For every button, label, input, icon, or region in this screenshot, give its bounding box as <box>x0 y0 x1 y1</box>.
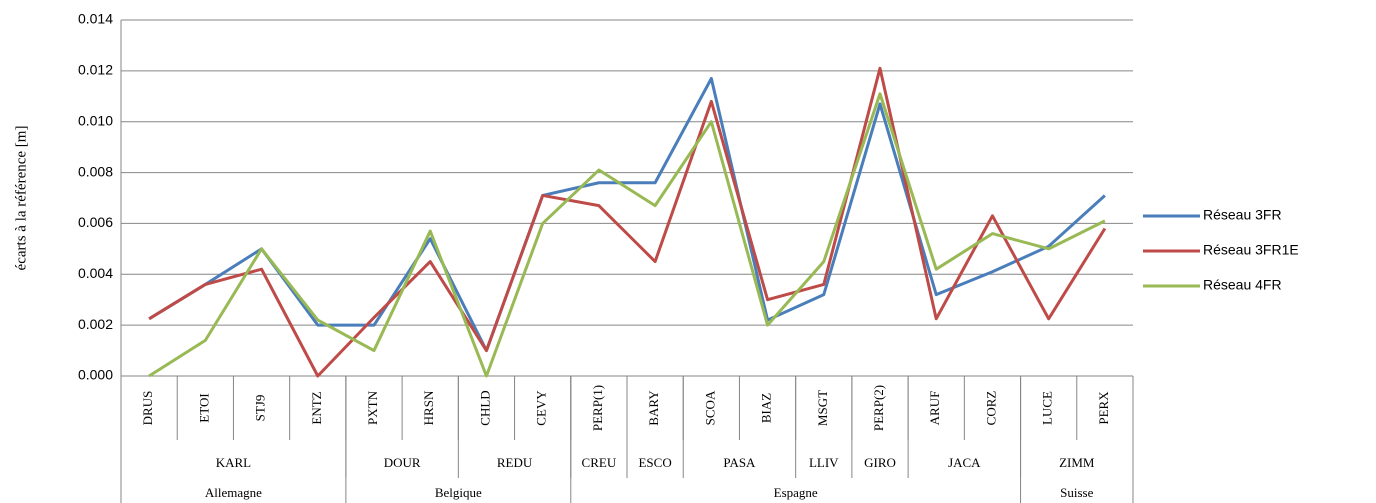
x-tick-label: PERX <box>1096 391 1111 425</box>
x-tick-label: PERP(2) <box>871 385 886 431</box>
x-tick-label: BIAZ <box>759 393 774 423</box>
x-tick-label: DRUS <box>140 391 155 426</box>
legend-label: Réseau 4FR <box>1203 277 1282 293</box>
y-tick-label: 0.004 <box>78 265 113 281</box>
series-line <box>148 76 1106 353</box>
x-tick-label: HRSN <box>421 390 436 425</box>
x-tick-label: PXTN <box>365 390 380 425</box>
country-label: Espagne <box>774 485 818 500</box>
y-tick-label: 0.012 <box>78 62 113 78</box>
country-label: Belgique <box>435 485 482 500</box>
y-tick-label: 0.010 <box>78 112 113 128</box>
x-tick-label: STJ9 <box>253 395 268 422</box>
x-tick-label: ARUF <box>927 391 942 426</box>
y-tick-label: 0.006 <box>78 214 113 230</box>
legend-label: Réseau 3FR1E <box>1203 242 1299 258</box>
series-line <box>148 66 1107 378</box>
group-label: KARL <box>216 455 251 470</box>
group-label: LLIV <box>809 455 839 470</box>
x-tick-label: MSGT <box>815 390 830 426</box>
y-axis-label: écarts à la référence [m] <box>13 126 29 271</box>
series-line <box>148 92 1106 378</box>
x-tick-label: LUCE <box>1040 391 1055 425</box>
x-tick-label: PERP(1) <box>590 385 605 431</box>
x-tick-label: ETOI <box>196 393 211 422</box>
y-tick-label: 0.008 <box>78 163 113 179</box>
group-label: PASA <box>723 455 756 470</box>
country-label: Suisse <box>1060 485 1093 500</box>
y-tick-label: 0.000 <box>78 367 113 383</box>
x-tick-label: CEVY <box>534 390 549 426</box>
group-label: ESCO <box>638 455 671 470</box>
x-tick-label: CORZ <box>983 391 998 426</box>
country-label: Allemagne <box>205 485 262 500</box>
group-label: REDU <box>497 455 533 470</box>
group-label: ZIMM <box>1059 455 1095 470</box>
group-label: CREU <box>582 455 617 470</box>
x-tick-label: SCOA <box>702 390 717 425</box>
group-label: GIRO <box>864 455 896 470</box>
group-label: JACA <box>948 455 981 470</box>
group-label: DOUR <box>384 455 421 470</box>
y-tick-label: 0.014 <box>78 11 113 27</box>
x-tick-label: CHLD <box>477 390 492 425</box>
x-tick-label: BARY <box>646 390 661 426</box>
x-tick-label: ENTZ <box>309 391 324 424</box>
y-tick-label: 0.002 <box>78 316 113 332</box>
legend-label: Réseau 3FR <box>1203 207 1282 223</box>
